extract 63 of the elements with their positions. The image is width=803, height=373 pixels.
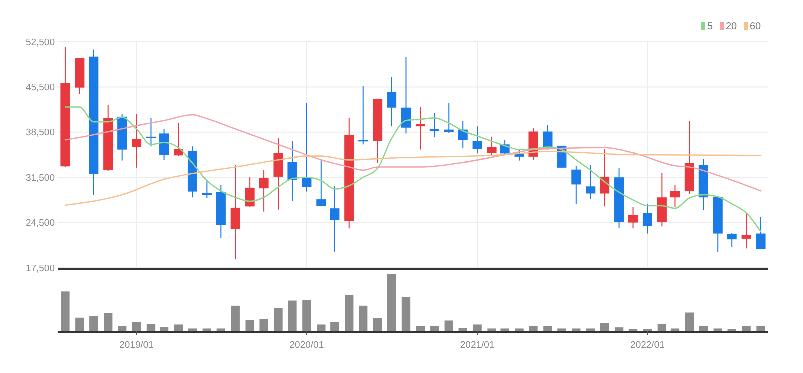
candlestick (430, 113, 440, 138)
bar (658, 324, 667, 331)
bar (373, 318, 382, 331)
bar (274, 308, 283, 331)
y-tick-label: 52,500 (26, 37, 55, 48)
bar (402, 297, 411, 331)
legend-label: 20 (726, 22, 738, 32)
candlestick (670, 185, 680, 208)
bar (600, 323, 610, 331)
bar (430, 326, 440, 331)
bar (174, 324, 184, 331)
y-tick-label: 17,500 (26, 263, 55, 274)
bar (160, 327, 169, 331)
bar (742, 326, 751, 331)
bar (61, 292, 70, 331)
x-tick-label: 2021/01 (460, 340, 495, 351)
bar (416, 326, 426, 331)
bar (685, 312, 694, 331)
bar (699, 326, 708, 331)
candlestick (230, 165, 240, 260)
candlestick (742, 214, 752, 249)
candlestick (132, 114, 142, 168)
candlestick (756, 216, 766, 250)
bar (132, 322, 142, 331)
x-tick-label: 2020/01 (290, 340, 324, 351)
bar (359, 306, 368, 331)
bar (756, 326, 766, 331)
candlestick (628, 207, 638, 229)
candlestick (316, 160, 326, 207)
bar (317, 324, 326, 331)
candlestick (642, 204, 652, 234)
bar (288, 300, 297, 331)
bar (246, 320, 254, 331)
bar (146, 324, 156, 331)
bar (260, 319, 268, 331)
bar (104, 313, 113, 331)
x-tick-label: 2022/01 (630, 340, 665, 351)
bar (330, 322, 340, 331)
bar (444, 320, 454, 331)
x-tick-label: 2019/01 (120, 340, 154, 351)
legend-label: 5 (708, 22, 714, 32)
bar (118, 326, 127, 331)
y-tick-label: 24,500 (26, 218, 55, 230)
candlestick (259, 170, 269, 212)
y-tick-label: 38,500 (26, 128, 55, 139)
legend-label: 60 (750, 22, 762, 32)
bar (302, 300, 312, 331)
bar (614, 328, 624, 331)
bar (544, 326, 552, 331)
candlestick (75, 58, 85, 94)
bar (387, 274, 396, 331)
bar (458, 328, 468, 331)
y-tick-label: 45,500 (26, 82, 55, 94)
bar (90, 316, 98, 331)
candlestick (274, 138, 284, 210)
line-series (64, 114, 762, 192)
bar (76, 318, 84, 331)
bar (231, 306, 240, 331)
bar (345, 295, 354, 331)
y-tick-label: 31,500 (26, 172, 55, 184)
bar (529, 326, 538, 331)
bar (473, 324, 482, 331)
candlestick (202, 180, 212, 198)
